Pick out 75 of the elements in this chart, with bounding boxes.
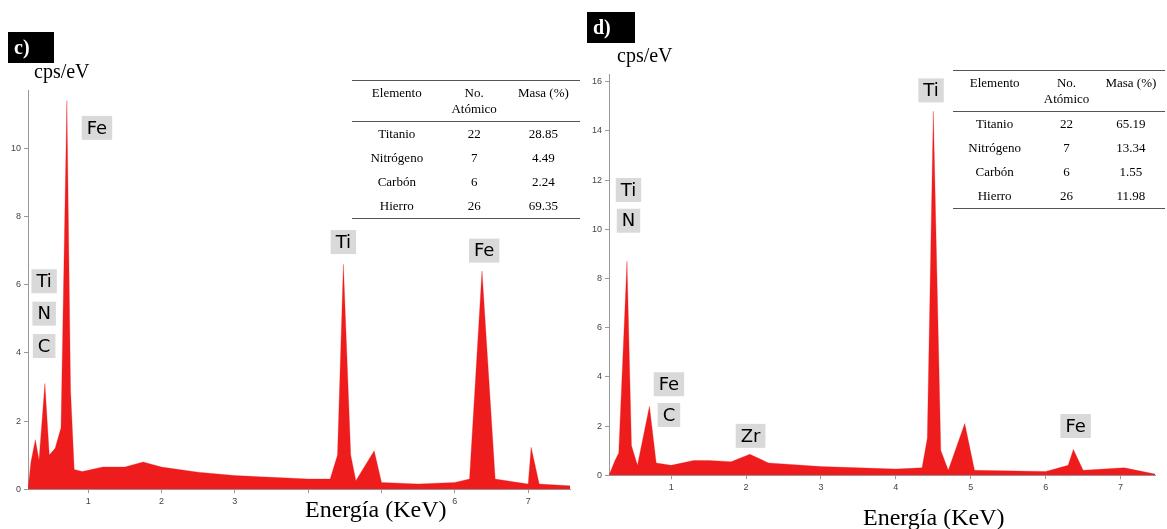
x-tick-label: 4: [893, 482, 899, 493]
chart-title: d): [587, 12, 635, 43]
annotation: Zr: [740, 424, 762, 446]
annotation: Fe: [1065, 414, 1086, 436]
annotation: 11.98: [1115, 187, 1147, 205]
chart-title: c): [14, 36, 30, 58]
annotation: 6: [469, 173, 479, 191]
y-tick-label: 6: [16, 279, 22, 290]
annotation: Fe: [658, 372, 680, 394]
x-tick-label: 7: [525, 496, 531, 507]
annotation: 26: [466, 197, 482, 215]
y-tick-label: 4: [16, 347, 22, 358]
y-tick-label: 0: [597, 469, 603, 480]
annotation: Fe: [86, 116, 108, 138]
annotation: Elemento: [953, 71, 1037, 112]
y-tick-label: 16: [592, 76, 603, 87]
annotation: Ti: [922, 79, 939, 101]
y-tick-label: 12: [592, 174, 603, 185]
annotation: Ti: [35, 269, 52, 291]
x-tick-label: 2: [158, 496, 164, 507]
annotation: Titanio: [377, 125, 417, 143]
annotation: Masa (%): [1096, 71, 1165, 112]
x-tick-label: 3: [818, 482, 824, 493]
annotation: C: [37, 334, 51, 356]
y-tick-label: 8: [16, 211, 22, 221]
annotation: 7: [1062, 139, 1071, 157]
annotation: N: [621, 209, 636, 231]
annotation: Carbón: [376, 173, 417, 191]
annotation: 2.24: [530, 173, 556, 191]
annotation: No. Atómico: [441, 81, 507, 122]
x-tick-label: 3: [232, 496, 238, 507]
y-axis-title: cps/eV: [617, 44, 673, 67]
y-tick-label: 8: [597, 272, 603, 283]
x-axis-title: Energía (KeV): [305, 496, 447, 523]
annotation: Hierro: [976, 187, 1013, 205]
annotation: N: [37, 302, 51, 324]
annotation: 22: [1059, 115, 1075, 133]
annotation: 65.19: [1115, 115, 1147, 133]
annotation: Nitrógeno: [967, 139, 1022, 157]
x-tick-label: 6: [1043, 482, 1049, 493]
y-tick-label: 10: [11, 142, 22, 153]
y-tick-label: 10: [592, 223, 603, 234]
annotation: 13.34: [1115, 139, 1147, 157]
annotation: Ti: [334, 230, 352, 252]
y-tick-label: 14: [592, 125, 603, 136]
annotation: 6: [1062, 163, 1071, 181]
annotation: Carbón: [974, 163, 1015, 181]
annotation: No. Atómico: [1036, 71, 1097, 112]
annotation: 28.85: [527, 125, 559, 143]
annotation: Hierro: [378, 197, 415, 215]
y-tick-label: 2: [16, 415, 22, 426]
annotation: 69.35: [527, 197, 559, 215]
annotation: 4.49: [530, 149, 556, 167]
annotation: Ti: [619, 178, 637, 200]
x-tick-label: 7: [1118, 482, 1124, 493]
x-tick-label: 1: [668, 482, 674, 493]
annotation: Elemento: [352, 81, 442, 122]
annotation: Nitrógeno: [369, 149, 425, 167]
annotation: Titanio: [975, 115, 1015, 133]
annotation: C: [662, 403, 676, 425]
y-tick-label: 4: [597, 371, 603, 382]
x-tick-label: 1: [85, 496, 91, 507]
annotation: 26: [1059, 187, 1075, 205]
y-tick-label: 0: [16, 483, 22, 494]
annotation: 7: [469, 149, 479, 167]
x-tick-label: 2: [743, 482, 749, 493]
annotation: 22: [466, 125, 482, 143]
y-axis-title: cps/eV: [34, 60, 90, 83]
x-tick-label: 6: [452, 496, 458, 507]
annotation: 1.55: [1118, 163, 1144, 181]
x-tick-label: 5: [968, 482, 974, 493]
y-tick-label: 2: [597, 420, 603, 431]
y-tick-label: 6: [597, 322, 603, 333]
annotation: Fe: [473, 239, 495, 261]
annotation: Masa (%): [506, 81, 580, 122]
